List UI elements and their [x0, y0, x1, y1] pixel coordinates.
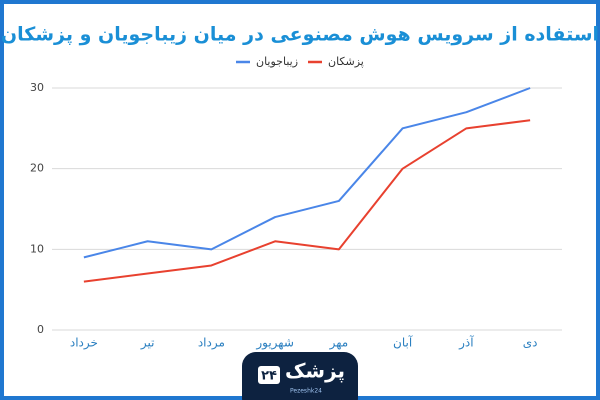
x-tick-label: آذر: [458, 335, 474, 351]
x-tick-label: مرداد: [198, 336, 225, 351]
y-tick-label: 10: [30, 242, 44, 255]
logo-number: ۲۴: [261, 369, 277, 384]
logo-badge: [242, 352, 358, 400]
logo-latin: Pezeshk24: [290, 388, 322, 395]
series-line: [83, 119, 531, 283]
chart-title: استفاده از سرویس هوش مصنوعی در میان زیبا…: [1, 24, 599, 46]
y-tick-label: 20: [30, 162, 44, 175]
logo-number-box: [258, 366, 280, 384]
logo-name: پزشک: [285, 359, 345, 384]
x-tick-label: خرداد: [70, 336, 98, 351]
series-line: [83, 87, 531, 259]
x-tick-label: شهریور: [255, 336, 294, 351]
x-tick-label: آبان: [393, 335, 413, 350]
legend-label: زیباجویان: [256, 55, 298, 68]
x-tick-label: مهر: [329, 336, 349, 351]
logo: ۲۴ پزشک Pezeshk24: [242, 352, 358, 400]
y-tick-label: 30: [30, 81, 44, 94]
legend-label: پزشکان: [328, 55, 364, 68]
x-tick-label: دی: [523, 336, 538, 350]
y-tick-label: 0: [37, 323, 44, 336]
x-tick-label: تیر: [140, 336, 155, 351]
